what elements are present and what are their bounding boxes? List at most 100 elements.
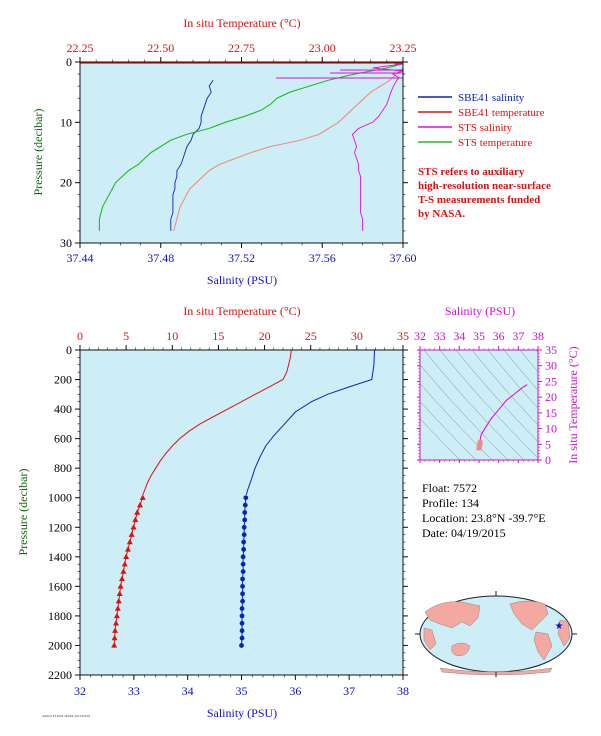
ts-density-contour (519, 350, 538, 373)
ts-density-contour (503, 350, 538, 391)
top-series-sts-temperature-line (98, 63, 404, 231)
main-pressure-tick-label: 1000 (48, 491, 72, 505)
float-location-star-icon: ★ (555, 621, 564, 632)
ts-salinity-tick-label: 36 (493, 329, 505, 343)
top-pressure-tick-label: 30 (60, 236, 72, 250)
salinity-sample-marker (240, 583, 245, 589)
main-temp-axis-title: In situ Temperature (°C) (183, 304, 300, 318)
ts-density-contour (420, 401, 477, 460)
temperature-sample-marker (117, 583, 124, 589)
main-series-group (111, 349, 375, 648)
top-temp-tick-label: 22.25 (67, 41, 94, 55)
deep-profile-panel: 0 5 10 15 20 25 30 35 32 33 34 35 36 37 38 0 200 400 600 80… (16, 304, 409, 720)
near-surface-panel: 22.25 22.50 22.75 23.00 23.25 37.44 37.48 37.52… (31, 16, 551, 287)
main-pressure-tick-label: 0 (66, 343, 72, 357)
salinity-sample-marker (239, 606, 245, 611)
ts-temp-tick-label: 25 (545, 374, 557, 388)
salinity-sample-marker (242, 517, 248, 523)
temperature-sample-marker (114, 605, 121, 611)
map-land-antarctica (439, 667, 553, 676)
map-land-africa-east (423, 627, 437, 651)
top-salinity-tick-label: 37.48 (147, 251, 174, 265)
top-pressure-tick-label: 0 (66, 55, 72, 69)
temperature-sample-marker (126, 538, 133, 545)
temperature-sample-marker (134, 509, 141, 515)
legend-label-sbe-temperature: SBE41 temperature (458, 107, 545, 119)
ts-density-contours (420, 350, 538, 460)
main-salinity-axis-title: Salinity (PSU) (207, 706, 277, 720)
salinity-sample-marker (240, 576, 245, 582)
top-temp-tick-label: 23.25 (390, 41, 417, 55)
top-salinity-tick-label: 37.52 (228, 251, 255, 265)
map-land-south-america (533, 631, 553, 661)
ts-deep-sample-marker (476, 444, 482, 449)
salinity-sample-marker (239, 635, 245, 641)
ts-temp-tick-label: 0 (545, 453, 551, 467)
top-series-sts-salinity-line (351, 63, 404, 231)
salinity-sample-marker (240, 561, 246, 567)
temperature-sample-marker (118, 575, 125, 582)
salinity-sample-marker (241, 547, 247, 552)
salinity-sample-marker (241, 539, 247, 545)
sts-note-line-4: by NASA. (418, 208, 465, 220)
temperature-sample-marker (130, 524, 137, 530)
ts-density-contour (423, 350, 525, 460)
map-land-north-america (509, 600, 549, 631)
main-salinity-tick-label: 37 (343, 684, 355, 698)
main-temperature-line (142, 349, 292, 495)
main-salinity-tick-label: 32 (74, 684, 86, 698)
map-land-africa-west (557, 619, 571, 647)
salinity-sample-marker (240, 591, 245, 597)
salinity-sample-marker (243, 495, 249, 501)
salinity-sample-marker (239, 628, 245, 634)
main-pressure-tick-label: 1800 (48, 609, 72, 623)
temperature-sample-marker (139, 494, 146, 500)
main-pressure-tick-label: 1600 (48, 579, 72, 593)
sts-note: STS refers to auxiliary high-resolution … (418, 166, 551, 220)
sts-note-line-1: STS refers to auxiliary (418, 166, 525, 178)
ts-salinity-axis-title: Salinity (PSU) (445, 304, 515, 318)
ts-salinity-tick-label: 38 (532, 329, 544, 343)
main-temp-tick-label: 30 (351, 329, 363, 343)
legend-label-sts-salinity: STS salinity (458, 122, 513, 134)
legend-label-sts-temperature: STS temperature (458, 137, 532, 149)
ts-salinity-tick-label: 37 (512, 329, 524, 343)
location-text: Location: 23.8°N -39.7°E (422, 511, 546, 525)
top-salinity-tick-label: 37.60 (390, 251, 417, 265)
main-temp-tick-label: 5 (123, 329, 129, 343)
ts-density-contour (487, 350, 538, 409)
top-salinity-tick-label: 37.44 (67, 251, 94, 265)
salinity-sample-marker (239, 613, 245, 619)
top-salinity-tick-label: 37.56 (309, 251, 336, 265)
main-temp-tick-label: 25 (305, 329, 317, 343)
top-series-sbe41-salinity-line (170, 79, 214, 231)
top-series-sbe41-temperature-line (173, 67, 404, 232)
ts-salinity-tick-label: 33 (434, 329, 446, 343)
main-temp-tick-label: 15 (212, 329, 224, 343)
ts-temp-tick-label: 30 (545, 359, 557, 373)
main-salinity-tick-label: 36 (289, 684, 301, 698)
temperature-sample-marker (123, 553, 130, 560)
top-series-group (80, 62, 404, 232)
ts-density-contour (439, 350, 538, 459)
salinity-sample-marker (241, 532, 247, 538)
date-text: Date: 04/19/2015 (422, 526, 506, 540)
temperature-sample-marker (136, 501, 143, 508)
ts-temp-tick-label: 35 (545, 343, 557, 357)
top-temp-tick-label: 23.00 (309, 41, 336, 55)
ts-temp-tick-label: 10 (545, 422, 557, 436)
temperature-sample-marker (132, 516, 139, 523)
main-pressure-tick-label: 600 (54, 432, 72, 446)
world-map: ★ (415, 591, 577, 677)
temperature-sample-marker (128, 531, 135, 537)
ts-density-contour (455, 350, 538, 443)
main-pressure-tick-label: 1200 (48, 520, 72, 534)
main-temp-tick-label: 0 (77, 329, 83, 343)
ts-temp-tick-label: 15 (545, 406, 557, 420)
ts-curve (478, 384, 528, 449)
main-pressure-tick-label: 200 (54, 373, 72, 387)
main-tick-group: 0 5 10 15 20 25 30 35 32 33 34 35 36 37 38 0 200 400 600 80… (48, 329, 409, 698)
